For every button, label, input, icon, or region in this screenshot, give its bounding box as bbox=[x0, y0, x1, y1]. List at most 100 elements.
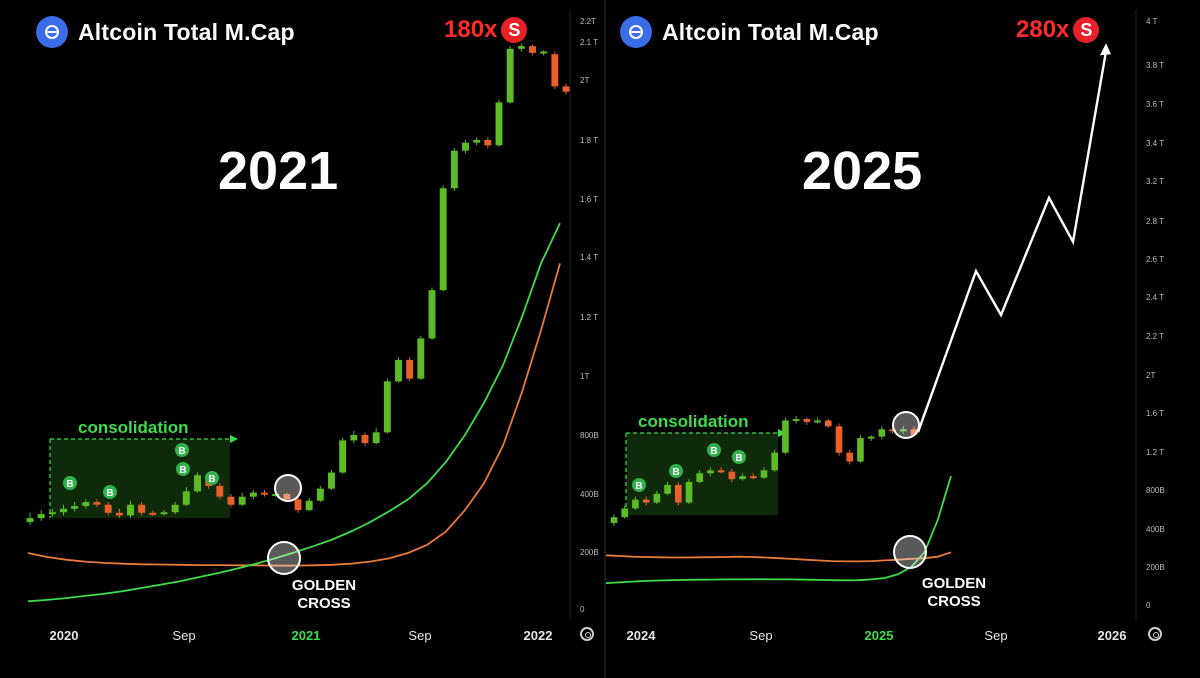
candle bbox=[610, 517, 618, 524]
y-tick-label: 2T bbox=[1146, 371, 1155, 380]
buy-signal-label: B bbox=[178, 446, 185, 457]
x-tick-label: 2020 bbox=[50, 628, 79, 643]
candle bbox=[814, 420, 821, 423]
candle bbox=[316, 488, 324, 501]
logo-icon bbox=[36, 16, 68, 48]
candle bbox=[406, 359, 414, 379]
buy-signal-icon bbox=[669, 464, 683, 478]
x-tick-label: Sep bbox=[172, 628, 195, 643]
candle bbox=[910, 429, 918, 436]
consolidation-arrowhead bbox=[230, 435, 238, 443]
candle bbox=[417, 338, 425, 379]
y-tick-label: 800B bbox=[1146, 486, 1165, 495]
highlight-circle bbox=[267, 541, 301, 575]
candle bbox=[171, 504, 179, 513]
buy-signal-label: B bbox=[179, 465, 186, 476]
y-tick-label: 800B bbox=[580, 431, 599, 440]
y-tick-label: 1.6 T bbox=[580, 195, 598, 204]
candle bbox=[294, 499, 302, 511]
candle bbox=[621, 508, 629, 518]
y-tick-label: 3.6 T bbox=[1146, 100, 1164, 109]
settings-gear-icon[interactable] bbox=[580, 627, 594, 641]
s-badge-icon: S bbox=[501, 17, 528, 43]
buy-signal-label: B bbox=[672, 467, 679, 478]
x-tick-label: 2021 bbox=[292, 628, 321, 643]
buy-signal-label: B bbox=[106, 488, 113, 499]
chart-title: Altcoin Total M.Cap bbox=[78, 18, 295, 45]
x-tick-label: 2025 bbox=[865, 628, 894, 643]
y-tick-label: 3.4 T bbox=[1146, 139, 1164, 148]
chart-header: Altcoin Total M.Cap bbox=[36, 16, 295, 48]
x-tick-label: 2022 bbox=[524, 628, 553, 643]
y-tick-label: 2.8 T bbox=[1146, 217, 1164, 226]
y-tick-label: 400B bbox=[1146, 525, 1165, 534]
logo-icon bbox=[620, 16, 652, 48]
candle bbox=[305, 500, 313, 511]
candle bbox=[889, 429, 896, 432]
golden-cross-label: GOLDEN bbox=[922, 575, 986, 592]
candle bbox=[674, 484, 682, 503]
year-label: 2021 bbox=[218, 141, 339, 201]
settings-gear-icon[interactable] bbox=[1148, 627, 1162, 641]
candle bbox=[517, 46, 525, 49]
candle bbox=[551, 54, 559, 87]
candle bbox=[857, 438, 864, 462]
slow-moving-average-line bbox=[606, 551, 952, 563]
y-tick-label: 2T bbox=[580, 76, 589, 85]
candle bbox=[249, 492, 257, 497]
candle bbox=[846, 452, 854, 462]
candle bbox=[182, 491, 190, 505]
candle bbox=[878, 429, 886, 437]
candle bbox=[93, 502, 101, 505]
chart-svg-2025: 0 200B 400B 800B 1.2 T 1.6 T 2T 2.2 T 2.4 T 2.6 T… bbox=[606, 10, 1165, 643]
candle bbox=[372, 432, 380, 444]
candle bbox=[473, 140, 481, 143]
buy-signal-icon bbox=[205, 471, 219, 485]
buy-signal-label: B bbox=[66, 479, 73, 490]
buy-signal-icon bbox=[176, 462, 190, 476]
buy-signal-icon bbox=[732, 450, 746, 464]
candle bbox=[685, 482, 693, 503]
highlight-circle bbox=[893, 535, 927, 569]
y-tick-label: 1.2 T bbox=[580, 313, 598, 322]
highlight-circle bbox=[274, 474, 302, 502]
y-tick-label: 2.1 T bbox=[580, 38, 598, 47]
candle bbox=[138, 504, 146, 513]
candle bbox=[60, 508, 67, 513]
candle bbox=[664, 484, 671, 494]
buy-signal-icon bbox=[175, 443, 189, 457]
projection-arrowhead bbox=[1100, 43, 1111, 56]
y-tick-label: 4 T bbox=[1146, 17, 1158, 26]
y-tick-label: 1.6 T bbox=[1146, 409, 1164, 418]
x-tick-label: Sep bbox=[984, 628, 1007, 643]
y-tick-label: 3.8 T bbox=[1146, 61, 1164, 70]
s-badge-icon: S bbox=[1073, 17, 1100, 43]
candle bbox=[484, 140, 492, 146]
candle bbox=[127, 504, 134, 516]
y-tick-label: 0 bbox=[1146, 601, 1151, 610]
fast-moving-average-line bbox=[27, 222, 561, 603]
candle bbox=[782, 420, 789, 453]
multiplier-text: 180x bbox=[444, 16, 498, 43]
candle bbox=[450, 150, 458, 189]
candle bbox=[383, 381, 391, 433]
chart-panel-2025: 0 200B 400B 800B 1.2 T 1.6 T 2T 2.2 T 2.4 T 2.6 T… bbox=[606, 0, 1200, 678]
candle bbox=[216, 485, 224, 497]
consolidation-label: consolidation bbox=[78, 418, 189, 437]
y-tick-label: 1.2 T bbox=[1146, 448, 1164, 457]
multiplier-badge: 180x S bbox=[444, 16, 528, 44]
candle bbox=[428, 290, 436, 339]
year-label: 2025 bbox=[802, 141, 923, 201]
candle bbox=[632, 499, 639, 509]
candle bbox=[792, 419, 800, 422]
candle bbox=[37, 514, 45, 519]
buy-signal-icon bbox=[63, 476, 77, 490]
x-tick-label: Sep bbox=[408, 628, 431, 643]
candle bbox=[283, 494, 291, 500]
multiplier-badge: 280x S bbox=[1016, 16, 1100, 44]
y-tick-label: 2.6 T bbox=[1146, 255, 1164, 264]
candle bbox=[707, 470, 714, 474]
candle bbox=[272, 494, 280, 496]
y-tick-label: 3.2 T bbox=[1146, 177, 1164, 186]
candle bbox=[71, 506, 79, 509]
